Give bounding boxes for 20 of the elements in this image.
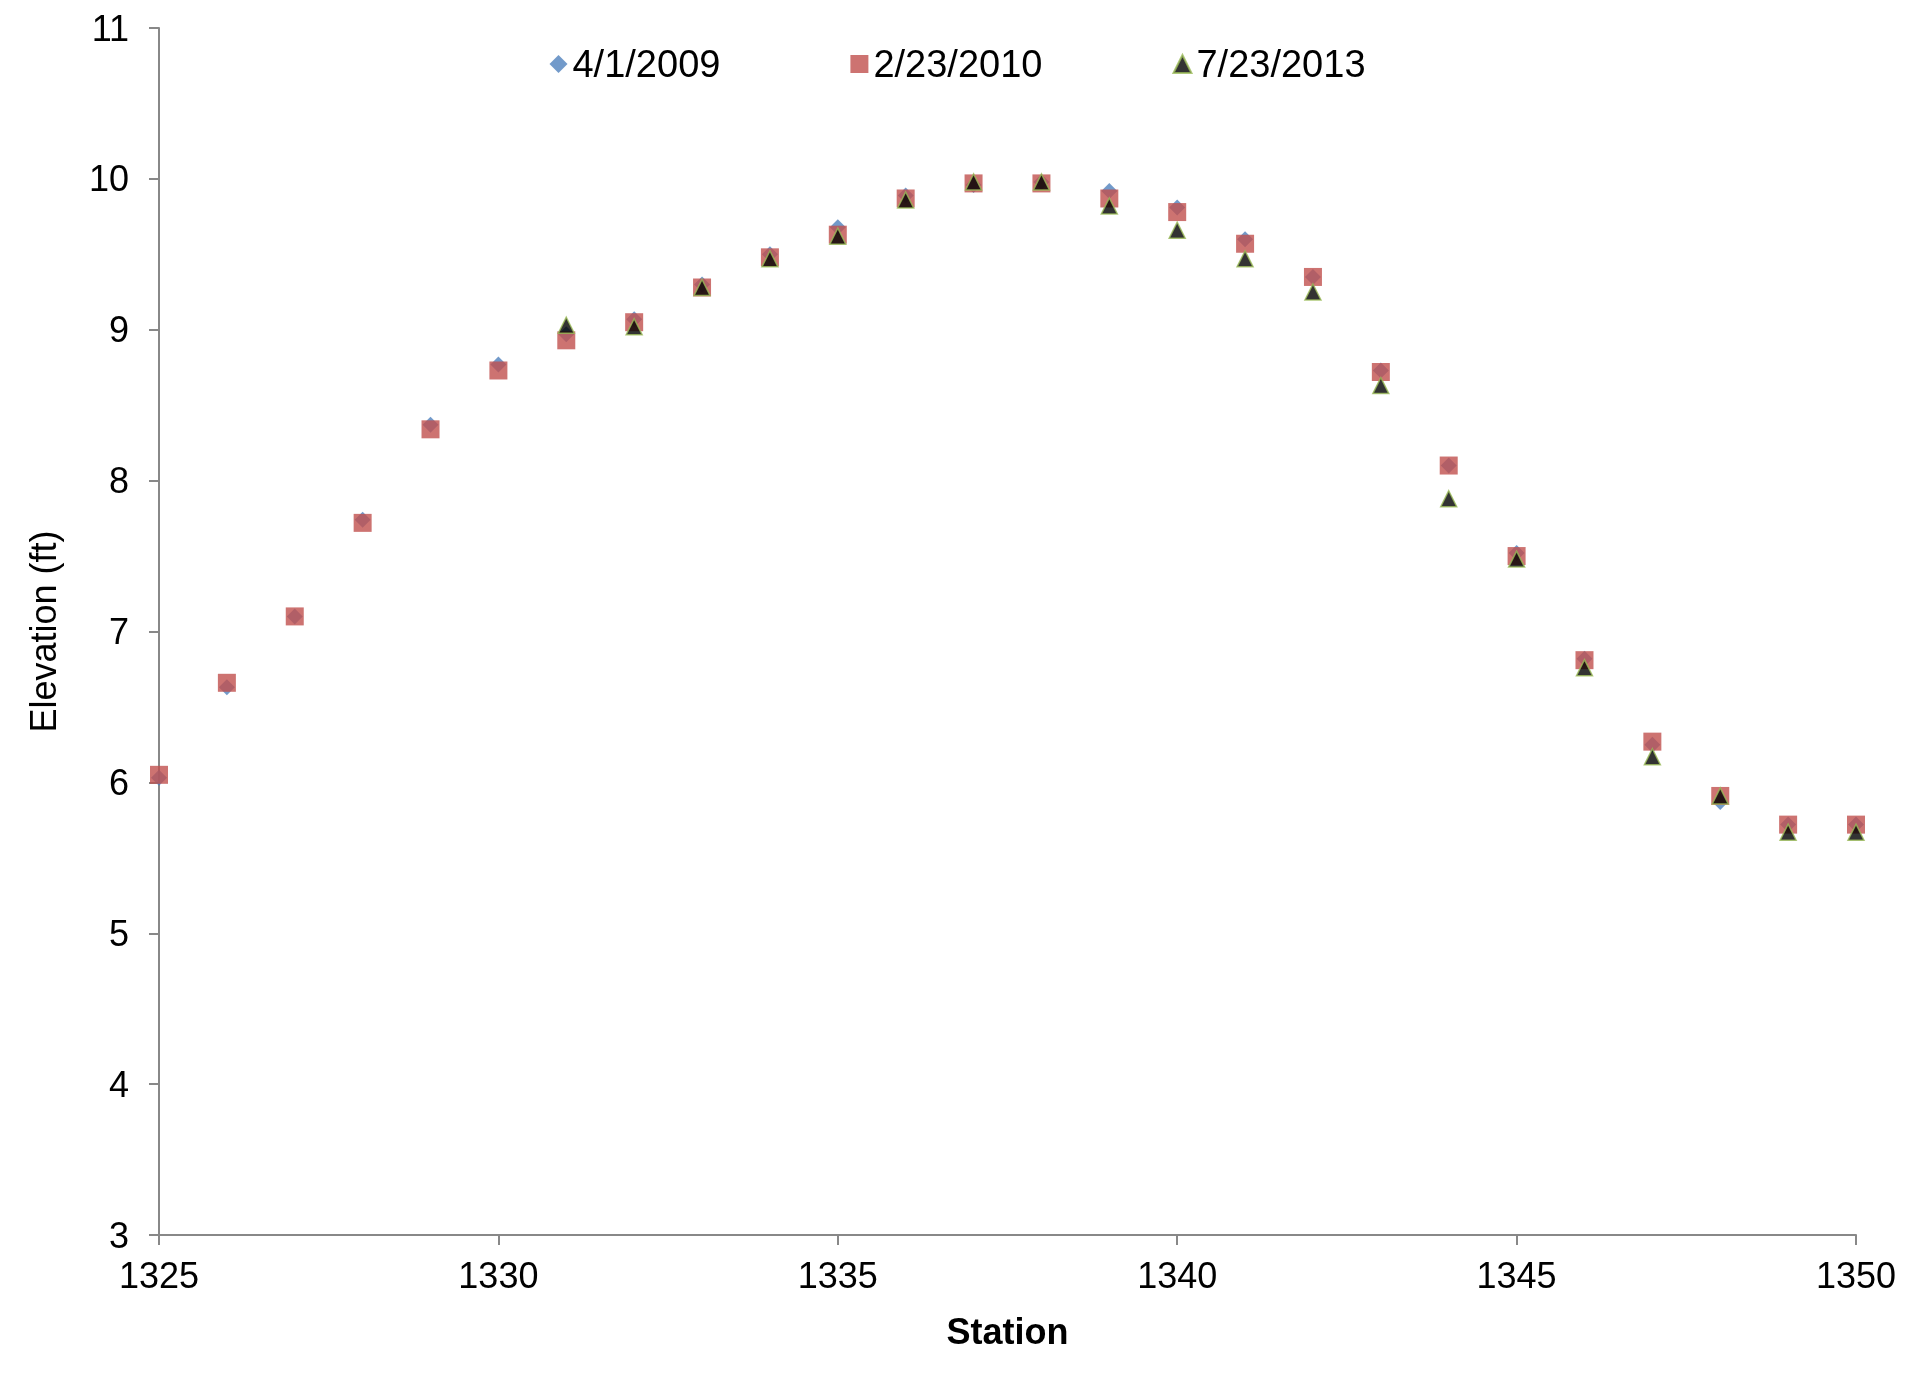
y-tick-label: 5 (108, 912, 129, 954)
legend-label: 7/23/2013 (1196, 43, 1366, 85)
y-tick-label: 9 (108, 309, 129, 351)
x-tick-label: 1345 (1476, 1254, 1557, 1296)
y-tick-label: 4 (108, 1063, 129, 1105)
y-tick-label: 7 (108, 611, 129, 652)
y-axis-title: Elevation (ft) (22, 530, 64, 733)
x-axis-title: Station (946, 1310, 1069, 1352)
legend-label: 2/23/2010 (873, 43, 1043, 85)
y-tick-label: 6 (108, 761, 129, 803)
y-tick-label: 8 (108, 460, 129, 502)
x-tick-label: 1325 (118, 1254, 200, 1296)
legend-label: 4/1/2009 (572, 43, 721, 85)
x-tick-label: 1335 (797, 1254, 878, 1296)
y-tick-label: 11 (91, 7, 129, 49)
x-tick-label: 1340 (1137, 1254, 1218, 1296)
y-tick-label: 3 (108, 1214, 129, 1256)
y-tick-label: 10 (88, 158, 129, 200)
x-tick-label: 1330 (458, 1254, 539, 1296)
x-tick-label: 1350 (1815, 1254, 1897, 1296)
